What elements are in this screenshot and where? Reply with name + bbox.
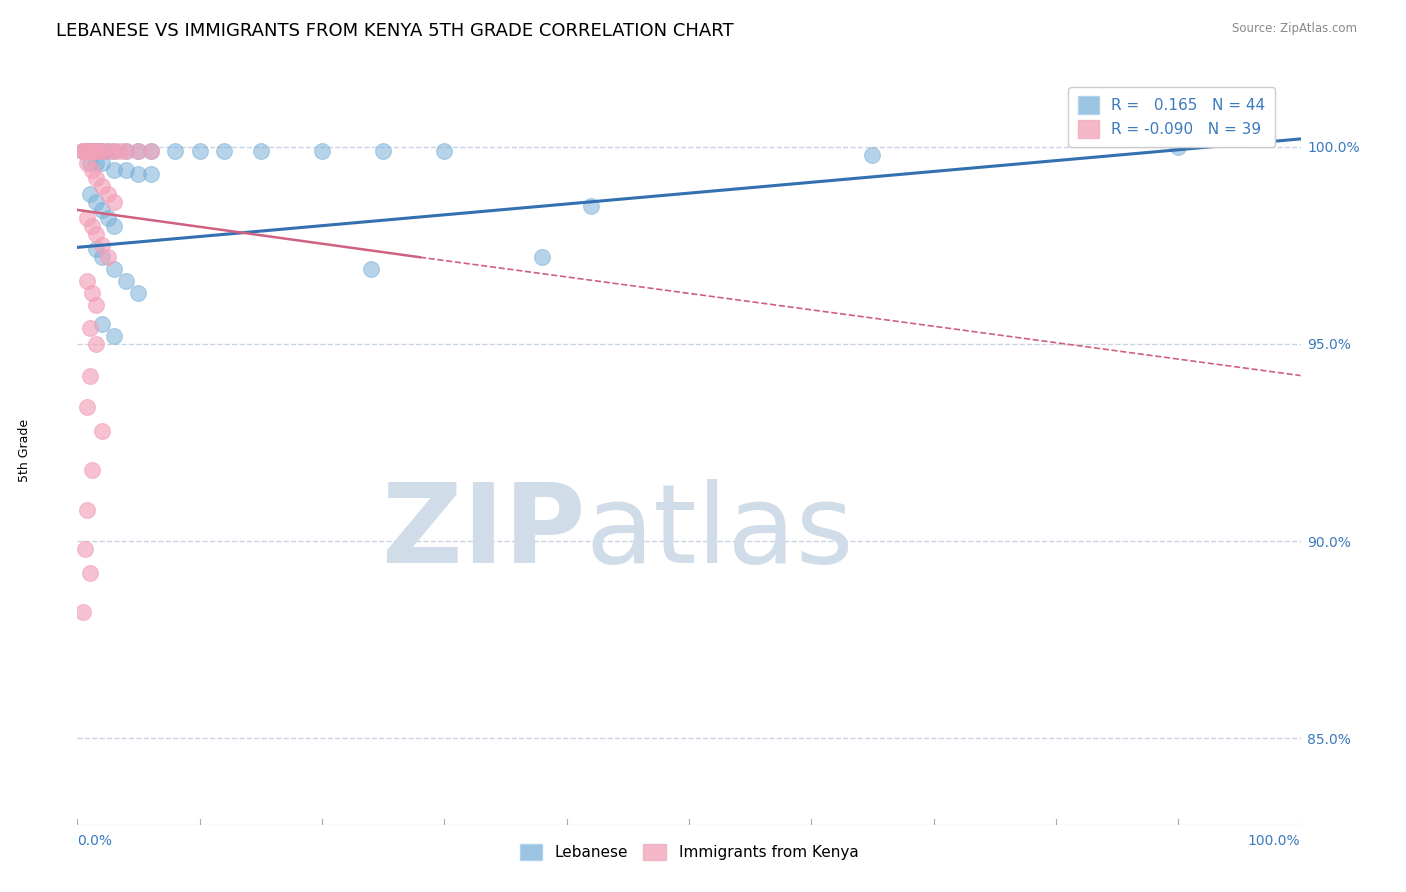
Point bbox=[72, 144, 94, 158]
Point bbox=[89, 144, 111, 158]
Point bbox=[90, 202, 112, 217]
Point bbox=[250, 144, 273, 158]
Point bbox=[84, 337, 107, 351]
Point bbox=[103, 163, 125, 178]
Point bbox=[79, 566, 101, 580]
Text: Source: ZipAtlas.com: Source: ZipAtlas.com bbox=[1232, 22, 1357, 36]
Point bbox=[103, 262, 125, 277]
Point bbox=[103, 329, 125, 343]
Point bbox=[70, 144, 93, 158]
Point bbox=[90, 250, 112, 264]
Point bbox=[80, 285, 103, 300]
Point bbox=[360, 262, 382, 277]
Point bbox=[127, 285, 149, 300]
Point bbox=[83, 144, 105, 158]
Point bbox=[76, 274, 98, 288]
Point bbox=[165, 144, 187, 158]
Point bbox=[84, 155, 107, 169]
Text: 100.0%: 100.0% bbox=[1249, 834, 1301, 848]
Point bbox=[80, 163, 103, 178]
Point bbox=[79, 155, 101, 169]
Point bbox=[73, 144, 96, 158]
Point bbox=[115, 163, 138, 178]
Point bbox=[103, 144, 125, 158]
Point bbox=[862, 147, 884, 161]
Point bbox=[76, 502, 98, 516]
Point bbox=[97, 144, 120, 158]
Point bbox=[188, 144, 211, 158]
Point bbox=[90, 155, 112, 169]
Point bbox=[76, 155, 98, 169]
Legend: Lebanese, Immigrants from Kenya: Lebanese, Immigrants from Kenya bbox=[513, 838, 865, 866]
Point bbox=[579, 199, 602, 213]
Point bbox=[79, 144, 101, 158]
Text: 0.0%: 0.0% bbox=[77, 834, 112, 848]
Point bbox=[90, 318, 112, 332]
Point bbox=[84, 297, 107, 311]
Point bbox=[80, 219, 103, 233]
Point bbox=[84, 194, 107, 209]
Point bbox=[127, 168, 149, 182]
Point bbox=[73, 542, 96, 557]
Point bbox=[97, 187, 120, 202]
Text: 5th Grade: 5th Grade bbox=[18, 419, 31, 482]
Point bbox=[127, 144, 149, 158]
Point bbox=[90, 238, 112, 252]
Point bbox=[84, 243, 107, 257]
Point bbox=[115, 144, 138, 158]
Point bbox=[76, 400, 98, 414]
Point bbox=[127, 144, 149, 158]
Point bbox=[90, 144, 112, 158]
Point bbox=[139, 144, 162, 158]
Point bbox=[103, 144, 125, 158]
Point bbox=[90, 144, 112, 158]
Point bbox=[80, 144, 103, 158]
Point bbox=[76, 211, 98, 225]
Point bbox=[97, 211, 120, 225]
Point bbox=[84, 171, 107, 186]
Point bbox=[531, 250, 554, 264]
Point bbox=[1167, 140, 1189, 154]
Point bbox=[80, 144, 103, 158]
Point bbox=[90, 424, 112, 438]
Point bbox=[97, 144, 120, 158]
Point bbox=[79, 321, 101, 335]
Point bbox=[433, 144, 456, 158]
Point bbox=[139, 168, 162, 182]
Point bbox=[79, 187, 101, 202]
Point bbox=[90, 179, 112, 194]
Point bbox=[79, 144, 101, 158]
Point bbox=[311, 144, 333, 158]
Point bbox=[72, 605, 94, 619]
Point bbox=[79, 368, 101, 383]
Point bbox=[212, 144, 235, 158]
Point bbox=[108, 144, 131, 158]
Text: ZIP: ZIP bbox=[381, 479, 585, 586]
Point bbox=[115, 274, 138, 288]
Point bbox=[86, 144, 108, 158]
Point bbox=[139, 144, 162, 158]
Point bbox=[97, 250, 120, 264]
Text: LEBANESE VS IMMIGRANTS FROM KENYA 5TH GRADE CORRELATION CHART: LEBANESE VS IMMIGRANTS FROM KENYA 5TH GR… bbox=[56, 22, 734, 40]
Point bbox=[76, 144, 98, 158]
Point bbox=[80, 463, 103, 477]
Point bbox=[115, 144, 138, 158]
Point bbox=[83, 144, 105, 158]
Point bbox=[76, 144, 98, 158]
Point bbox=[86, 144, 108, 158]
Point bbox=[103, 219, 125, 233]
Point bbox=[371, 144, 394, 158]
Point bbox=[103, 194, 125, 209]
Point bbox=[89, 144, 111, 158]
Point bbox=[84, 227, 107, 241]
Text: atlas: atlas bbox=[585, 479, 853, 586]
